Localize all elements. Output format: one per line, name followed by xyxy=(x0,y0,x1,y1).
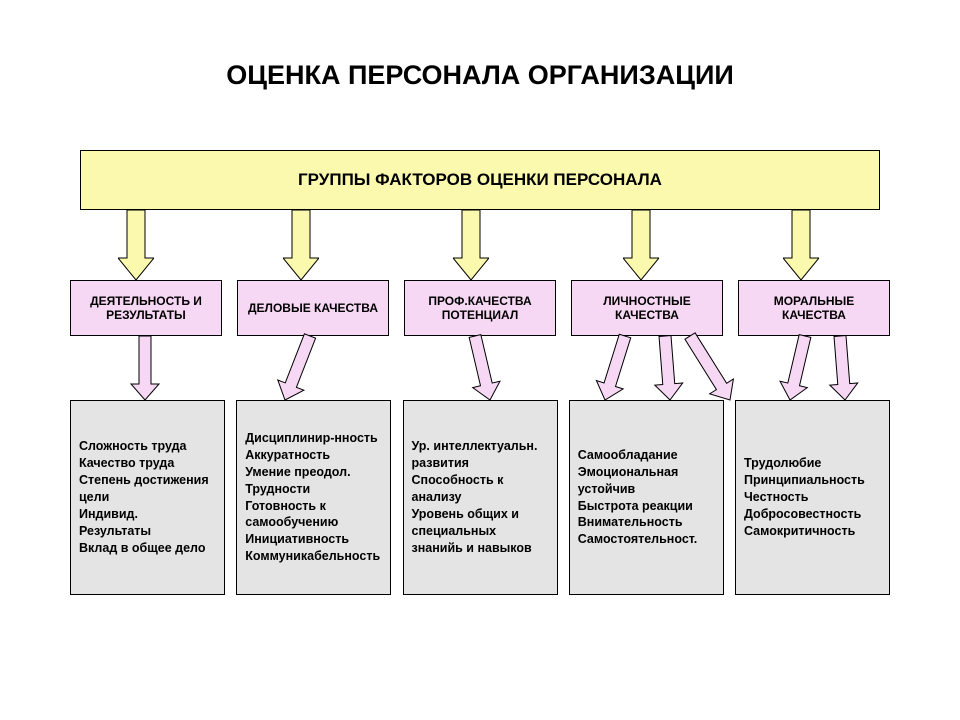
detail-box-1: Дисциплинир-нность Аккуратность Умение п… xyxy=(236,400,391,595)
detail-box-2: Ур. интеллектуальн. развития Способность… xyxy=(403,400,558,595)
pink-arrows-layer xyxy=(0,0,960,720)
detail-box-4: Трудолюбие Принципиальность Честность До… xyxy=(735,400,890,595)
detail-box-0: Сложность труда Качество труда Степень д… xyxy=(70,400,225,595)
detail-row: Сложность труда Качество труда Степень д… xyxy=(70,400,890,595)
detail-box-3: Самообладание Эмоциональная устойчив Быс… xyxy=(569,400,724,595)
